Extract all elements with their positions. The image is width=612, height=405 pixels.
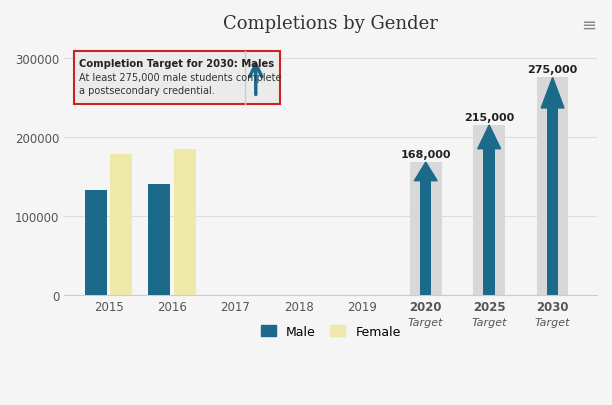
Bar: [483, 149, 495, 295]
Text: Completion Target for 2030: Males: Completion Target for 2030: Males: [79, 59, 274, 68]
Text: Target: Target: [471, 318, 507, 327]
Text: 275,000: 275,000: [528, 65, 578, 75]
Polygon shape: [478, 126, 501, 149]
Bar: [110, 155, 132, 295]
Bar: [537, 78, 569, 295]
Polygon shape: [414, 163, 437, 181]
Bar: [410, 163, 442, 295]
Bar: [420, 181, 431, 295]
Title: Completions by Gender: Completions by Gender: [223, 15, 438, 33]
Bar: [473, 126, 505, 295]
Text: ≡: ≡: [581, 16, 597, 34]
Text: At least 275,000 male students complete
a postsecondary credential.: At least 275,000 male students complete …: [79, 73, 282, 96]
Text: 168,000: 168,000: [400, 149, 451, 160]
Legend: Male, Female: Male, Female: [255, 319, 407, 345]
Text: 215,000: 215,000: [464, 113, 514, 122]
Bar: [174, 149, 196, 295]
Bar: [85, 190, 107, 295]
Bar: [547, 109, 558, 295]
Text: Target: Target: [535, 318, 570, 327]
Polygon shape: [541, 78, 564, 109]
Bar: [148, 185, 171, 295]
FancyBboxPatch shape: [74, 52, 280, 104]
Text: Target: Target: [408, 318, 444, 327]
